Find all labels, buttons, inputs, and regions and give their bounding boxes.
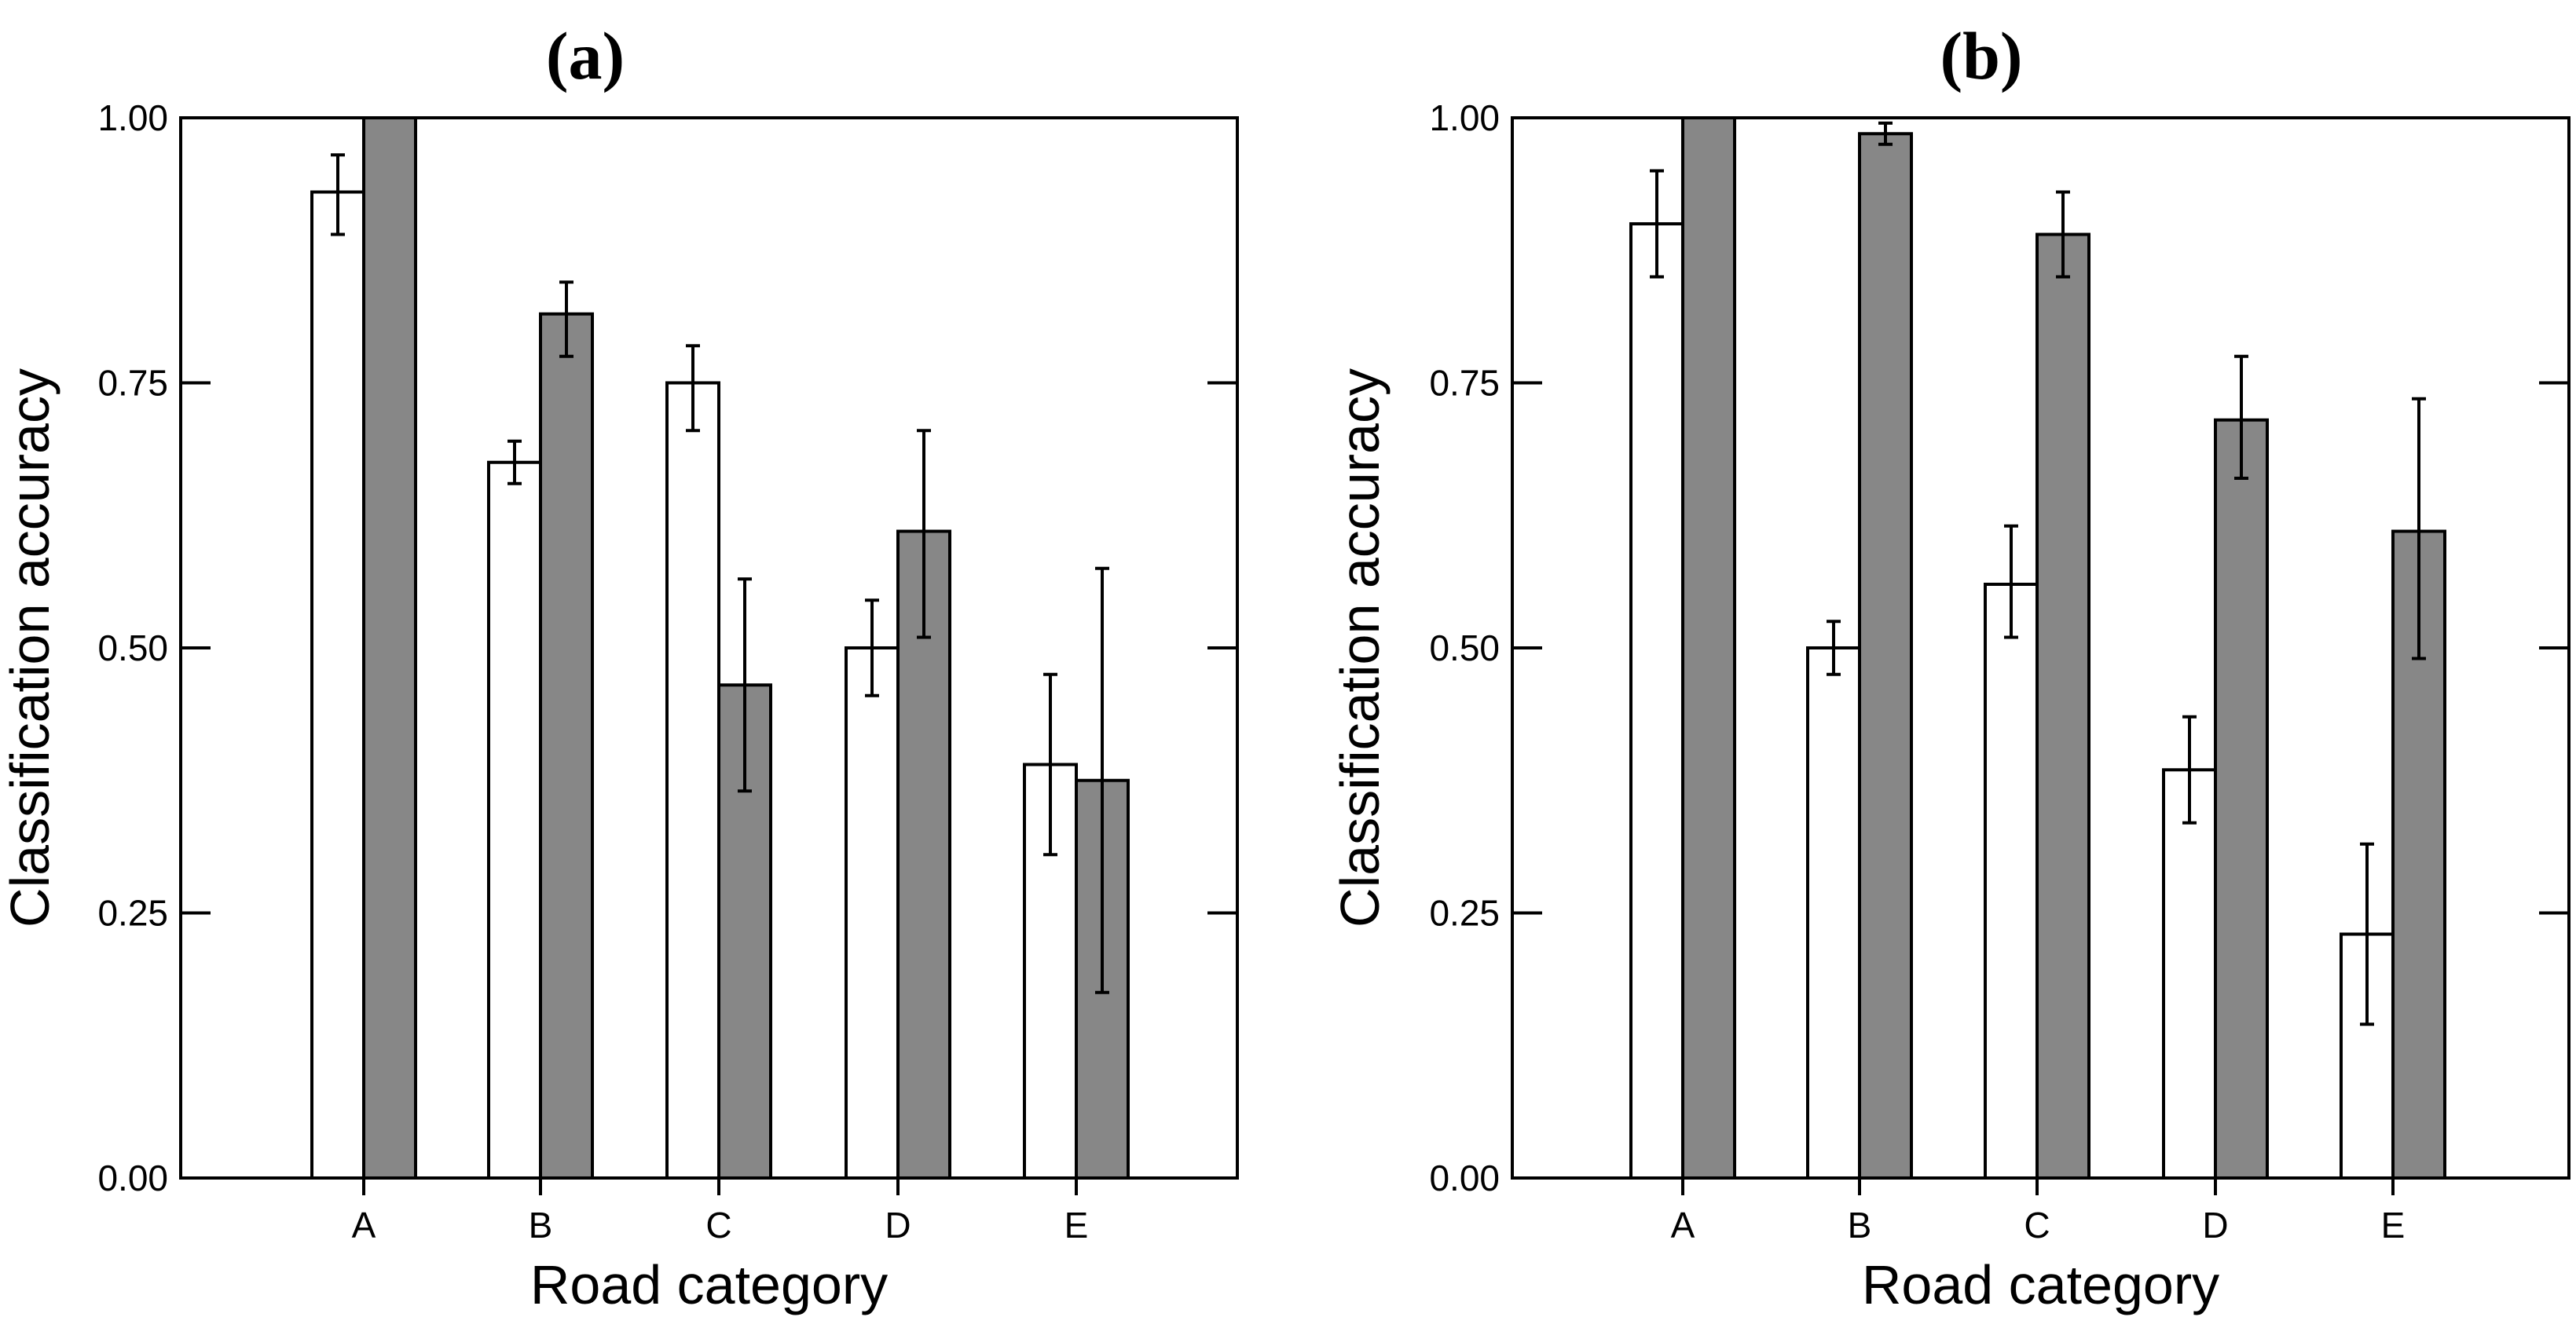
y-tick-label: 1.00 <box>1429 97 1500 138</box>
bar-white-D <box>2162 768 2217 1180</box>
error-bar-gray-E <box>1095 566 1109 994</box>
x-tick-label: B <box>529 1205 553 1246</box>
bar-gray-C <box>2036 232 2090 1180</box>
bar-white-D <box>845 646 900 1180</box>
error-bar-gray-C <box>738 577 752 793</box>
bar-white-B <box>1806 646 1861 1180</box>
bar-gray-B <box>539 312 594 1180</box>
error-bar-gray-C <box>2056 190 2070 279</box>
x-tick-label: E <box>2381 1205 2406 1246</box>
error-bar-white-D <box>865 598 879 697</box>
bar-gray-B <box>1858 132 1913 1180</box>
x-tick-label: D <box>2202 1205 2228 1246</box>
y-tick-label: 0.25 <box>1429 893 1500 934</box>
error-bar-white-C <box>2004 524 2018 639</box>
bar-white-C <box>1984 583 2039 1180</box>
y-tick-label: 0.00 <box>97 1158 168 1198</box>
error-bar-gray-B <box>1878 121 1893 146</box>
bar-white-C <box>665 381 720 1180</box>
chart-panel-b: (b) 0.00 0.25 0.50 0.75 1.00 A B C D E Road categor… <box>1329 18 2571 1315</box>
bar-white-A <box>1629 222 1684 1180</box>
error-bar-white-A <box>331 153 345 236</box>
error-bar-gray-D <box>917 429 931 639</box>
x-tick-label: E <box>1064 1205 1089 1246</box>
error-bar-white-A <box>1650 169 1664 279</box>
chart-panel-a: (a) 0.00 0.25 0.50 0.75 1.00 A B C D E Road categor… <box>0 18 1239 1315</box>
error-bar-white-B <box>508 439 522 485</box>
y-tick-label: 0.50 <box>1429 627 1500 668</box>
x-tick-label: B <box>1848 1205 1872 1246</box>
error-bar-white-E <box>1043 672 1057 857</box>
chart-title: (b) <box>1940 18 2022 93</box>
error-bar-gray-E <box>2412 397 2426 660</box>
x-axis-title: Road category <box>1862 1254 2219 1315</box>
bar-gray-D <box>2214 418 2269 1180</box>
error-bar-gray-B <box>559 280 573 358</box>
y-tick-label: 0.50 <box>97 627 168 668</box>
y-tick-label: 0.00 <box>1429 1158 1500 1198</box>
x-tick-label: D <box>885 1205 911 1246</box>
chart-title: (a) <box>546 18 625 93</box>
error-bar-white-B <box>1827 620 1841 676</box>
y-tick-label: 0.75 <box>1429 363 1500 404</box>
y-tick-label: 0.75 <box>97 363 168 404</box>
bar-gray-A <box>1681 116 1736 1180</box>
x-tick-label: A <box>1671 1205 1695 1246</box>
bar-white-B <box>487 460 542 1180</box>
error-bar-white-E <box>2360 842 2374 1026</box>
bar-gray-A <box>362 116 417 1180</box>
x-tick-label: C <box>2024 1205 2050 1246</box>
x-tick-label: A <box>352 1205 376 1246</box>
error-bar-gray-D <box>2234 354 2248 480</box>
error-bar-white-C <box>686 344 700 433</box>
bar-white-A <box>310 190 365 1180</box>
y-tick-label: 1.00 <box>97 97 168 138</box>
y-tick-label: 0.25 <box>97 893 168 934</box>
x-tick-label: C <box>705 1205 731 1246</box>
x-axis-title: Road category <box>530 1254 888 1315</box>
y-axis-title: Classification accuracy <box>1329 368 1391 927</box>
error-bar-white-D <box>2182 715 2197 825</box>
y-axis-title: Classification accuracy <box>0 368 60 927</box>
